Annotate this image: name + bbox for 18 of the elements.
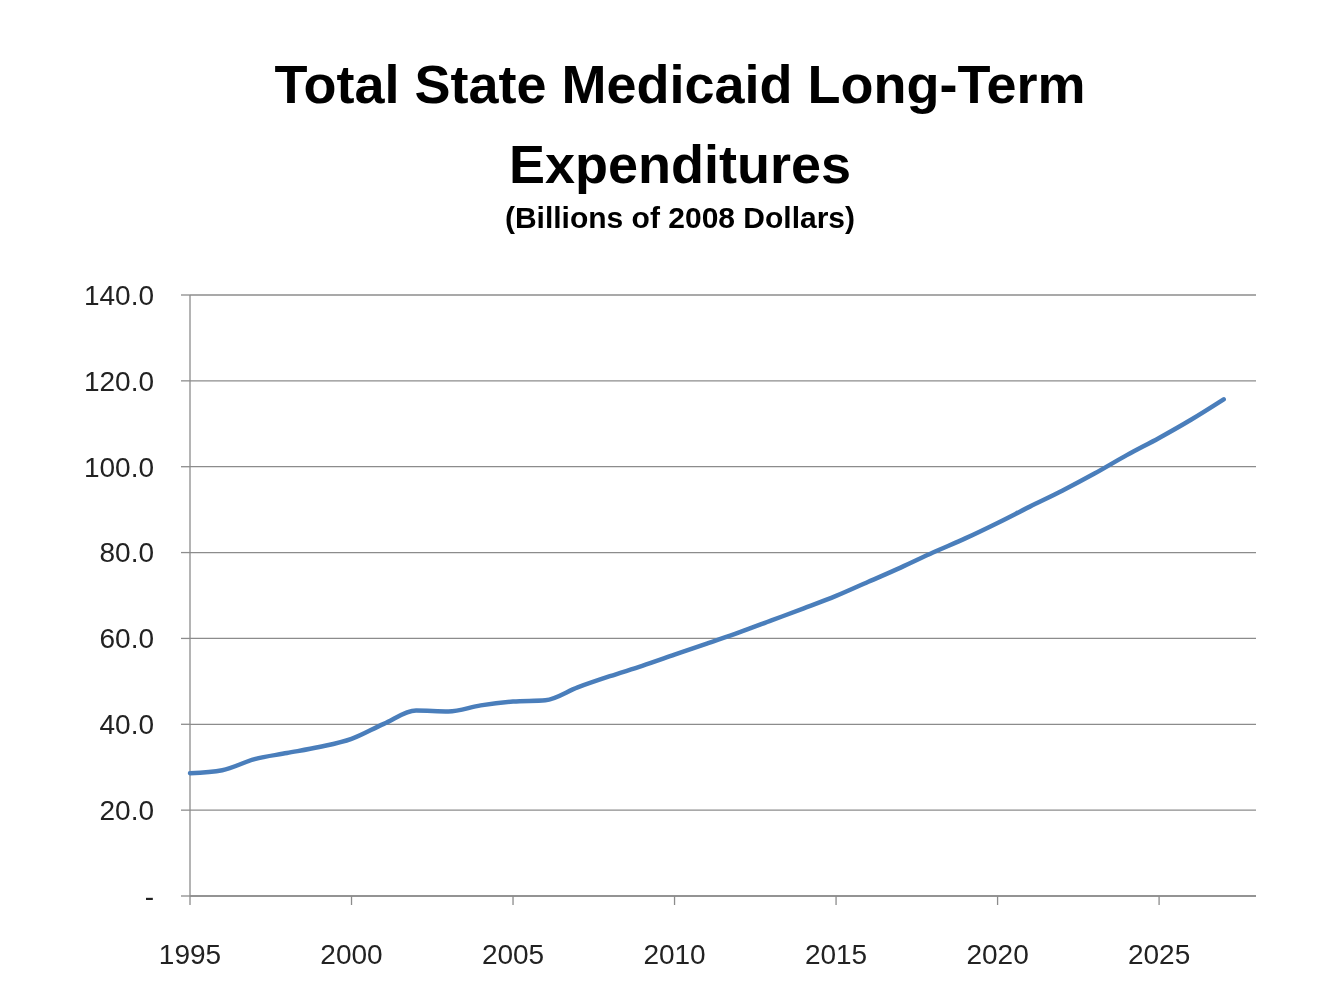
x-tick-label: 2020 <box>966 939 1029 970</box>
x-tick-label: 2005 <box>481 939 545 970</box>
y-tick-label: - <box>144 880 154 912</box>
x-tick-label: 2000 <box>320 939 383 970</box>
y-tick-label: 40.0 <box>99 709 154 741</box>
y-tick-label: 120.0 <box>83 365 154 397</box>
y-tick-label: 80.0 <box>99 537 154 569</box>
x-tick-label: 2015 <box>804 939 868 970</box>
chart-subtitle: (Billions of 2008 Dollars) <box>504 201 856 234</box>
line-series <box>187 397 1226 776</box>
chart-title: Total State Medicaid Long-Term Expenditures <box>274 54 1086 194</box>
y-tick-label: 60.0 <box>99 623 154 655</box>
y-tick-label: 140.0 <box>83 279 154 311</box>
y-tick-label: 100.0 <box>83 451 154 483</box>
y-tick-label: 20.0 <box>99 794 154 826</box>
x-tick-label: 2025 <box>1127 939 1191 970</box>
x-tick-label: 2010 <box>643 939 706 970</box>
x-tick-label: 1995 <box>158 939 222 970</box>
